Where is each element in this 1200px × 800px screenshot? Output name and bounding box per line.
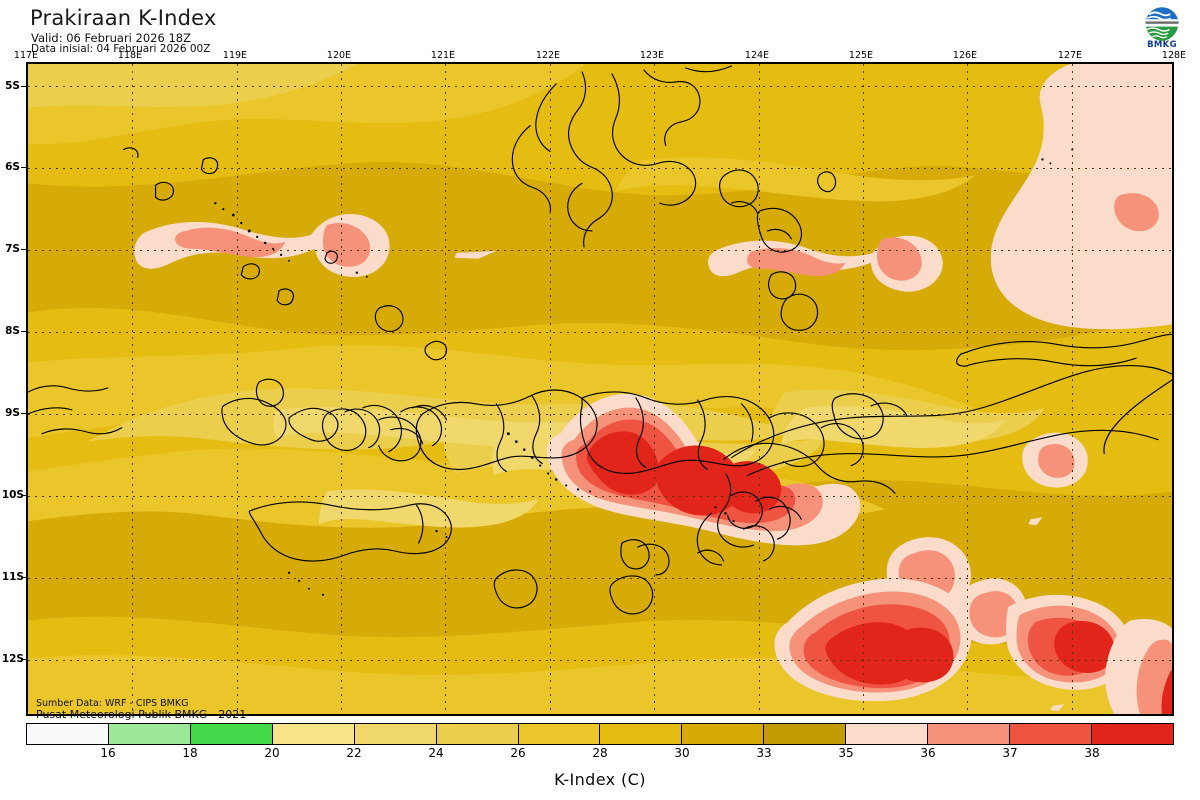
bmkg-logo-label: BMKG (1147, 40, 1177, 50)
x-tick-label: 119E (222, 50, 248, 61)
colorbar-tick: 26 (510, 746, 526, 760)
x-tick-label: 121E (430, 50, 456, 61)
colorbar-segment (764, 724, 847, 744)
y-tick-label: 5S (5, 80, 20, 92)
colorbar-segment (928, 724, 1011, 744)
x-tick-label: 117E (13, 50, 39, 61)
y-tick-label: 11S (1, 571, 24, 583)
x-tick-label: 125E (848, 50, 874, 61)
colorbar-segment (108, 724, 191, 744)
colorbar-segment (518, 724, 601, 744)
colorbar-segment (190, 724, 273, 744)
x-tick-label: 120E (326, 50, 352, 61)
x-tick-label: 127E (1057, 50, 1083, 61)
colorbar-tick: 20 (264, 746, 280, 760)
colorbar-segment (846, 724, 929, 744)
colorbar-segment (436, 724, 519, 744)
colorbar-tick: 28 (592, 746, 608, 760)
colorbar-segment (1091, 724, 1173, 744)
initial-data-label: Data inisial: 04 Februari 2026 00Z (31, 43, 211, 55)
x-tick-label: 123E (639, 50, 665, 61)
y-tick-label: 8S (5, 325, 20, 337)
colorbar-segment (354, 724, 437, 744)
x-tick-label: 124E (744, 50, 770, 61)
colorbar-axis-label: K-Index (C) (554, 770, 646, 789)
x-tick-label: 126E (952, 50, 978, 61)
colorbar-tick: 16 (100, 746, 116, 760)
y-tick-label: 12S (1, 653, 24, 665)
x-tick-label: 122E (535, 50, 561, 61)
colorbar-segment (1010, 724, 1092, 744)
colorbar-tick: 18 (182, 746, 198, 760)
colorbar-tick: 22 (346, 746, 362, 760)
page-title: Prakiraan K-Index (30, 6, 217, 30)
colorbar-tick: 33 (756, 746, 772, 760)
colorbar-tick: 30 (674, 746, 690, 760)
colorbar-segment (27, 724, 109, 744)
bmkg-logo: BMKG (1136, 6, 1188, 52)
y-tick-label: 10S (1, 489, 24, 501)
colorbar[interactable] (26, 723, 1174, 745)
y-tick-label: 9S (5, 407, 20, 419)
colorbar-tick-labels: 16 18 20 22 24 26 28 30 33 35 36 37 38 (26, 746, 1174, 762)
y-tick-label: 6S (5, 161, 20, 173)
colorbar-tick: 37 (1002, 746, 1018, 760)
x-tick-label: 118E (117, 50, 143, 61)
bmkg-emblem-icon (1144, 6, 1180, 42)
colorbar-tick: 36 (920, 746, 936, 760)
colorbar-tick: 35 (838, 746, 854, 760)
valid-time-label: Valid: 06 Februari 2026 18Z (31, 31, 191, 45)
colorbar-tick: 38 (1084, 746, 1100, 760)
colorbar-tick: 24 (428, 746, 444, 760)
x-tick-label: 128E (1161, 50, 1187, 61)
k-index-contour-fill (28, 64, 1172, 714)
publisher-credit: Pusat Meteorologi Publik BMKG - 2021 (36, 708, 247, 721)
colorbar-segment (600, 724, 683, 744)
y-tick-label: 7S (5, 243, 20, 255)
map-plot-area[interactable] (26, 62, 1174, 716)
colorbar-segment (682, 724, 765, 744)
colorbar-segment (272, 724, 355, 744)
data-source-credit: Sumber Data: WRF - CIPS BMKG (36, 698, 189, 709)
